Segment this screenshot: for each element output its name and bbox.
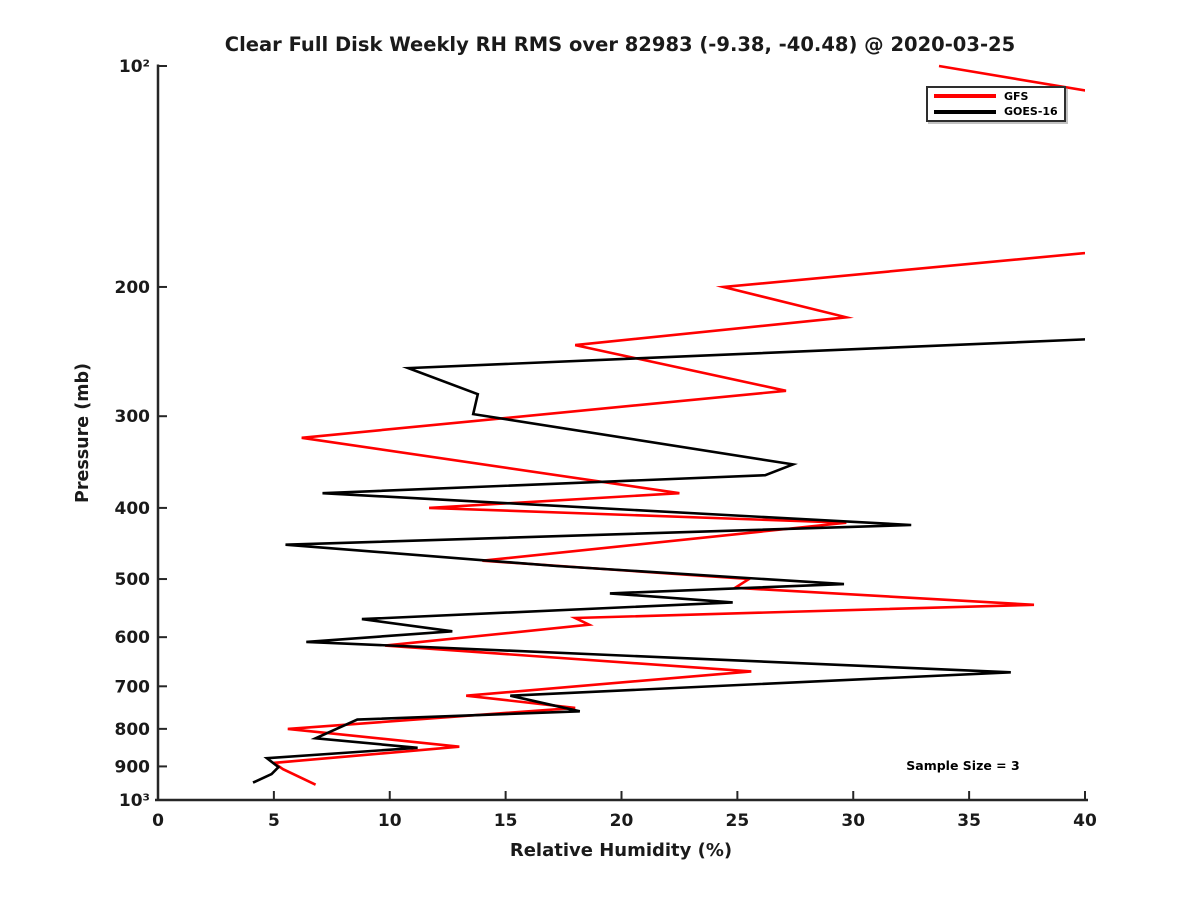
x-tick-label: 35: [957, 811, 981, 831]
series-line-goes-16: [252, 338, 1085, 784]
y-tick-label: 10²: [119, 57, 150, 77]
data-series: [252, 64, 1085, 786]
legend-label-gfs: GFS: [1004, 89, 1029, 103]
chart-title: Clear Full Disk Weekly RH RMS over 82983…: [225, 33, 1015, 56]
y-axis-ticks: 10² 200 300 400 500 600 700 800 900 10³: [115, 57, 167, 811]
y-tick-label: 500: [115, 570, 151, 590]
y-tick-label: 800: [115, 720, 151, 740]
x-tick-label: 10: [378, 811, 402, 831]
y-tick-label: 200: [115, 278, 151, 298]
y-tick-label: 600: [115, 628, 151, 648]
x-tick-label: 25: [726, 811, 750, 831]
legend-box: GFS GOES-16: [926, 86, 1066, 122]
y-tick-label: 10³: [119, 791, 150, 811]
y-axis-label: Pressure (mb): [73, 363, 93, 503]
y-tick-label: 900: [115, 757, 151, 777]
x-tick-label: 40: [1073, 811, 1097, 831]
y-tick-label: 700: [115, 677, 151, 697]
legend-item-goes16: GOES-16: [934, 106, 1058, 119]
x-tick-label: 5: [268, 811, 280, 831]
x-tick-label: 20: [610, 811, 634, 831]
x-tick-label: 0: [152, 811, 164, 831]
y-tick-label: 400: [115, 499, 151, 519]
gfs-line-swatch: [934, 94, 996, 99]
goes16-line-swatch: [934, 109, 996, 114]
x-axis-label: Relative Humidity (%): [510, 840, 732, 861]
x-tick-label: 15: [494, 811, 518, 831]
legend-label-goes16: GOES-16: [1004, 105, 1058, 119]
x-tick-label: 30: [841, 811, 865, 831]
legend-item-gfs: GFS: [934, 90, 1058, 103]
sample-size-annotation: Sample Size = 3: [906, 758, 1019, 773]
y-tick-label: 300: [115, 407, 151, 427]
series-line-gfs: [270, 64, 1085, 786]
x-axis-ticks: 0 5 10 15 20 25 30 35 40: [152, 791, 1097, 831]
